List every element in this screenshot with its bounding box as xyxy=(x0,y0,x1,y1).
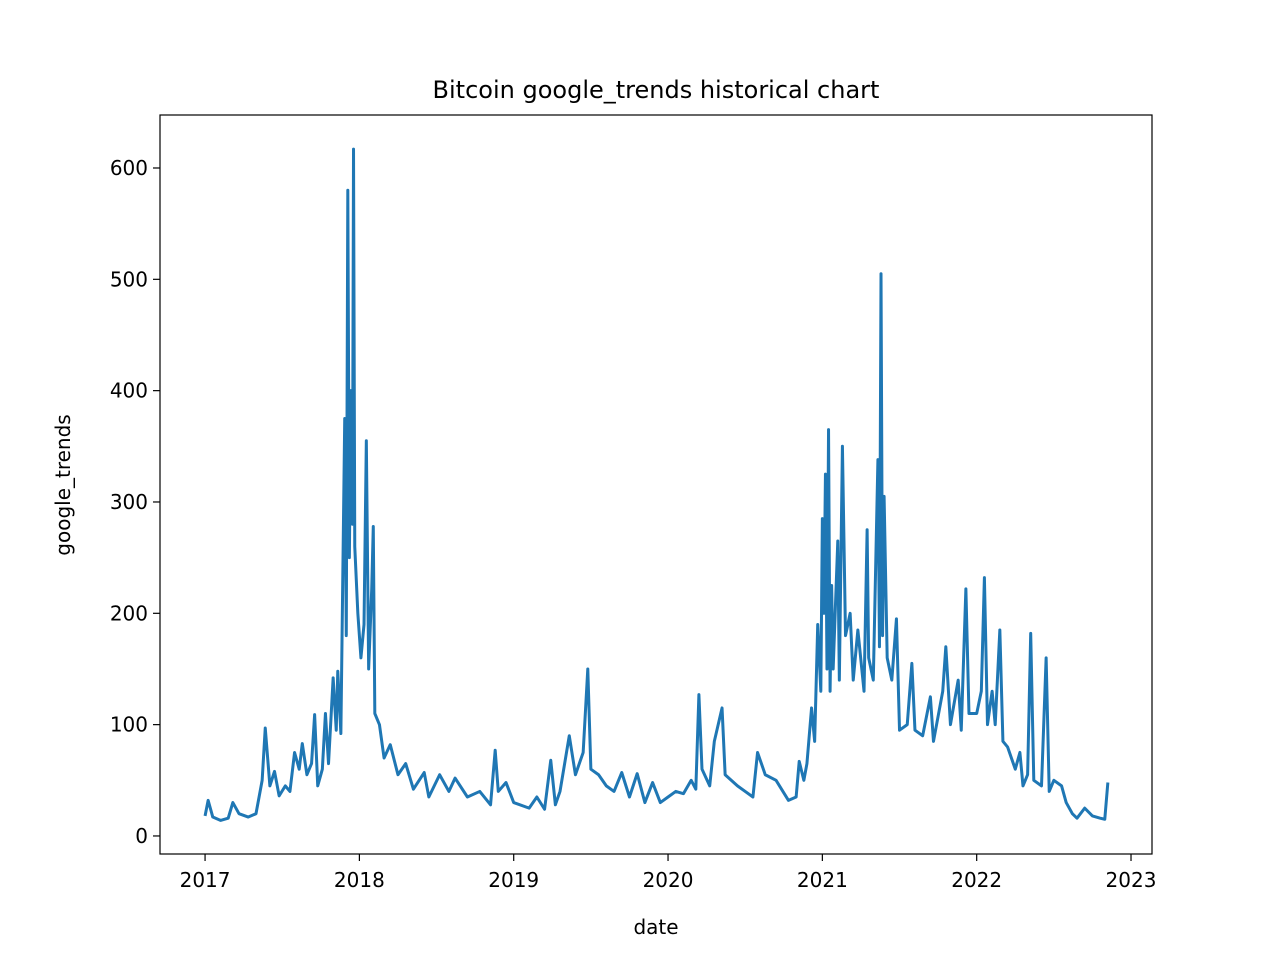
y-tick-label: 100 xyxy=(110,713,148,737)
y-tick-label: 400 xyxy=(110,379,148,403)
chart-title: Bitcoin google_trends historical chart xyxy=(433,76,880,104)
y-tick-label: 600 xyxy=(110,156,148,180)
x-tick-label: 2022 xyxy=(951,868,1002,892)
y-axis-label: google_trends xyxy=(51,414,75,555)
x-tick-label: 2018 xyxy=(334,868,385,892)
x-tick-label: 2017 xyxy=(180,868,231,892)
x-tick-label: 2019 xyxy=(488,868,539,892)
x-axis-label: date xyxy=(633,915,678,939)
x-tick-label: 2020 xyxy=(643,868,694,892)
x-tick-label: 2021 xyxy=(797,868,848,892)
y-tick-label: 0 xyxy=(135,824,148,848)
y-tick-label: 300 xyxy=(110,490,148,514)
data-line xyxy=(203,147,1110,822)
plot-frame xyxy=(159,114,1153,855)
x-tick-label: 2023 xyxy=(1106,868,1157,892)
y-tick-label: 200 xyxy=(110,601,148,625)
y-tick-label: 500 xyxy=(110,267,148,291)
